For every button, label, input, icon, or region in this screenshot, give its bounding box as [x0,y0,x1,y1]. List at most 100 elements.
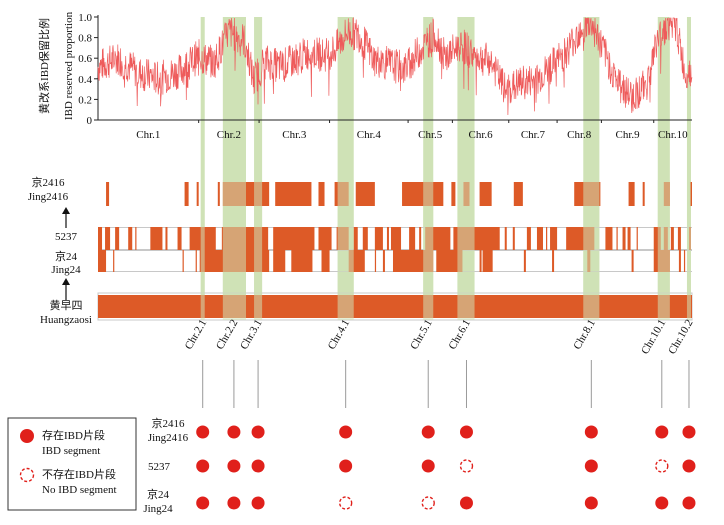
segment-5237-4 [128,227,133,250]
line-label-jing24-en: Jing24 [51,264,81,276]
ibd-proportion-line [97,17,693,116]
dot-chr-6-1-jing24 [459,496,473,510]
segment-5237-37 [670,227,674,250]
dot-chr-10-1-jing24 [655,496,669,510]
y-axis-ticks: 0 0.2 0.4 0.6 0.8 1.0 [78,12,98,127]
segment-jing24-8 [321,250,330,272]
dot-chr-2-2-5237 [227,459,241,473]
segment-jing24-10 [374,250,377,272]
pedigree-labels: 京2416 Jing2416 5237 京24 Jing24 黄早四 Huang… [28,175,92,326]
chr-label-10: Chr.10 [658,129,688,141]
dot-row-jing2416-en: Jing2416 [148,432,189,444]
segment-jing2416-3 [196,182,199,206]
dot-chr-3-1-jing24 [251,496,265,510]
highlight-region-9 [686,17,691,317]
highlight-region-5 [423,17,434,317]
segment-5237-32 [622,227,626,250]
segment-jing24-11 [382,250,385,272]
segment-5237-25 [526,227,531,250]
line-label-huangzaosi-cn: 黄早四 [50,298,83,312]
highlight-overlay-5 [423,180,434,320]
locus-label-chr-10-2: Chr.10.2 [666,318,695,357]
segment-jing2416-6 [275,182,312,206]
dot-chr-2-1-jing24 [196,496,210,510]
highlight-overlay-2 [222,180,246,320]
segment-jing2416-13 [479,182,492,206]
segment-jing2416-2 [184,182,189,206]
highlight-region-1 [200,17,205,317]
dot-row-labels: 京2416 Jing2416 5237 京24 Jing24 [143,416,188,515]
legend-empty-dot [19,467,35,483]
segment-5237-3 [115,227,120,250]
legend-no-ibd-cn: 不存在IBD片段 [42,467,116,481]
segment-jing24-16 [523,250,526,272]
segment-5237-23 [504,227,507,250]
segment-jing24-3 [182,250,184,272]
segment-jing2416-10 [402,182,444,206]
segment-jing2416-1 [106,182,110,206]
highlight-overlay-4 [337,180,354,320]
segment-5237-7 [165,227,168,250]
dot-chr-5-1-5237 [421,459,435,473]
legend: 存在IBD片段 IBD segment 不存在IBD片段 No IBD segm… [7,417,137,511]
highlight-overlay-9 [686,180,691,320]
highlight-overlay-1 [200,180,205,320]
highlight-overlay-8 [657,180,670,320]
y-tick-label-1-0: 1.0 [78,12,92,24]
segment-5237-18 [390,227,402,250]
legend-box [7,417,137,511]
dot-row-jing2416-cn: 京2416 [152,416,185,430]
locus-label-chr-8-1: Chr.8.1 [571,318,598,352]
segment-5237-31 [616,227,618,250]
dot-row-jing24-cn: 京24 [147,487,169,501]
segment-5237-19 [409,227,416,250]
proportion-panel: 00.20.40.60.81.0 Chr.1 Chr.2 Chr.3 Chr.4 Chr… [37,11,693,141]
chr-label-2: Chr.2 [217,129,241,141]
segment-jing24-21 [678,250,681,272]
legend-filled-dot [20,429,34,443]
locus-label-chr-3-1: Chr.3.1 [238,318,265,352]
segment-jing24-22 [683,250,686,272]
chr-label-7: Chr.7 [521,129,546,141]
segment-jing2416-14 [513,182,523,206]
dot-chr-3-1-5237 [251,459,265,473]
segment-jing2416-7 [318,182,325,206]
segment-jing24-6 [273,250,286,272]
dot-chr-2-1-jing2416 [196,425,210,439]
y-tick-label-0-8: 0.8 [78,33,92,45]
dot-row-5237: 5237 [148,461,171,473]
dot-chr-4-1-5237 [339,459,353,473]
dot-chr-4-1-jing24 [338,496,353,510]
dot-chr-2-2-jing2416 [227,425,241,439]
segment-jing24-1 [98,250,107,272]
segment-jing24-13 [436,250,463,272]
dot-chr-4-1-jing2416 [339,425,353,439]
segment-tracks [97,180,693,321]
pedigree-arrow-head-1 [62,207,70,214]
segment-jing24-2 [113,250,115,272]
line-label-5237: 5237 [55,231,78,243]
segment-5237-14 [353,227,358,250]
segment-5237-34 [636,227,638,250]
segment-5237-28 [550,227,558,250]
segment-jing24-14 [479,250,482,272]
dot-chr-3-1-jing2416 [251,425,265,439]
y-tick-label-0-2: 0.2 [78,94,92,106]
dot-chr-10-1-jing2416 [655,425,669,439]
dot-chr-8-1-5237 [584,459,598,473]
chr-label-6: Chr.6 [468,129,493,141]
locus-label-chr-2-2: Chr.2.2 [214,318,241,352]
line-label-jing2416-cn: 京2416 [32,175,65,189]
segment-jing2416-17 [642,182,645,206]
segment-jing2416-11 [451,182,456,206]
segment-5237-2 [105,227,111,250]
segment-5237-35 [653,227,661,250]
segment-jing24-15 [482,250,493,272]
segment-jing2416-4 [217,182,220,206]
segment-5237-16 [374,227,383,250]
y-tick-label-0-6: 0.6 [78,53,92,65]
chr-label-9: Chr.9 [615,129,640,141]
segment-jing2416-16 [628,182,635,206]
chr-label-1: Chr.1 [136,129,160,141]
